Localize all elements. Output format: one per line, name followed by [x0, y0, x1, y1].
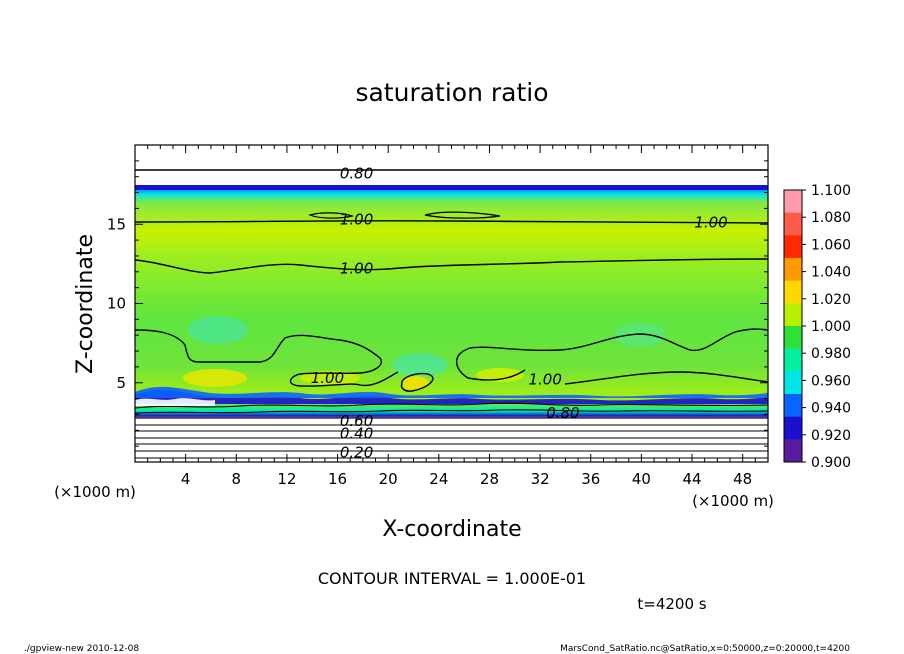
- contour-line: [308, 212, 355, 219]
- contour-label: 0.80: [340, 165, 373, 183]
- x-axis-label: X-coordinate: [382, 517, 521, 542]
- colorbar-label: 1.100: [811, 183, 851, 199]
- contour-label: 0.80: [546, 404, 579, 422]
- field-band-low: [135, 389, 768, 404]
- field-band-low: [135, 386, 768, 398]
- contour-line: [135, 258, 768, 274]
- contour-label: 0.20: [340, 443, 373, 461]
- time-label: t=4200 s: [637, 595, 706, 613]
- y-tick-label: 10: [107, 295, 126, 313]
- contour-line: [135, 329, 399, 387]
- contour-line: [135, 220, 768, 224]
- colorbar-swatch: [784, 371, 802, 395]
- x-tick-label: 44: [682, 470, 701, 488]
- y-tick-label: 15: [107, 215, 126, 233]
- x-tick-label: 24: [429, 470, 448, 488]
- colorbar-label: 0.940: [811, 401, 851, 417]
- colorbar-swatch: [784, 348, 802, 372]
- colorbar-label: 0.900: [811, 455, 851, 471]
- x-unit-label: (×1000 m): [692, 492, 774, 510]
- x-axis-ticks: 4 8 12 16 20 24 28 32 36 40 44 48: [147, 145, 756, 488]
- contour-label: 1.00: [528, 371, 561, 389]
- contour-line: [424, 211, 501, 219]
- x-tick-label: 12: [277, 470, 296, 488]
- colorbar-label: 0.980: [811, 346, 851, 362]
- y-axis-ticks: 5 10 15: [107, 160, 768, 447]
- contour-label: 1.00: [340, 210, 373, 228]
- y-tick-label: 5: [116, 374, 126, 392]
- colorbar-swatch: [784, 280, 802, 304]
- contour-label: 1.00: [340, 260, 373, 278]
- x-tick-label: 48: [733, 470, 752, 488]
- colorbar-swatch: [784, 326, 802, 350]
- colorbar-label: 0.960: [811, 373, 851, 389]
- x-tick-label: 28: [480, 470, 499, 488]
- contour-line: [564, 371, 768, 385]
- colorbar-label: 1.020: [811, 292, 851, 308]
- field-patch: [300, 371, 360, 385]
- footer-left: ./gpview-new 2010-12-08: [24, 644, 139, 654]
- contour-line: [400, 372, 434, 392]
- colorbar-swatch: [784, 258, 802, 282]
- colorbar-swatch: [784, 303, 802, 327]
- colorbar-swatch: [784, 235, 802, 259]
- contour-interval: CONTOUR INTERVAL = 1.000E-01: [318, 569, 586, 588]
- plot-area: [135, 145, 768, 462]
- x-tick-label: 4: [181, 470, 191, 488]
- footer-right: MarsCond_SatRatio.nc@SatRatio,x=0:50000,…: [560, 644, 850, 654]
- colorbar-label: 1.040: [811, 265, 851, 281]
- field-patch: [183, 369, 247, 387]
- x-tick-label: 8: [232, 470, 242, 488]
- field-patch: [392, 353, 448, 377]
- field-band-high: [135, 185, 768, 190]
- field-patch: [188, 316, 248, 344]
- colorbar-swatch: [784, 439, 802, 463]
- contour-label: 0.60: [340, 412, 373, 430]
- x-tick-label: 40: [632, 470, 651, 488]
- colorbar-swatch: [784, 394, 802, 418]
- contour-line: [455, 328, 768, 379]
- field-patch: [614, 323, 666, 347]
- x-tick-label: 32: [531, 470, 550, 488]
- saturation-field: [135, 145, 768, 462]
- contour-label: 1.00: [694, 214, 727, 232]
- contour-labels: 0.80 1.00 1.00 1.00 1.00 1.00 0.80 0.600.400.20: [311, 165, 728, 462]
- colorbar: 1.100 1.080 1.060 1.040 1.020 1.000 0.980 0.960…: [783, 183, 851, 471]
- contour-line: [135, 402, 768, 409]
- x-tick-label: 36: [581, 470, 600, 488]
- chart-title: saturation ratio: [355, 78, 548, 107]
- x-tick-label: 16: [328, 470, 347, 488]
- field-patch: [135, 398, 215, 406]
- colorbar-swatch: [784, 212, 802, 236]
- colorbar-swatch: [784, 190, 802, 214]
- field-patch: [476, 368, 524, 382]
- x-tick-label: 20: [379, 470, 398, 488]
- contour-label: 1.00: [311, 369, 344, 387]
- y-axis-label: Z-coordinate: [73, 234, 98, 374]
- contour-line: [135, 409, 768, 414]
- colorbar-label: 1.060: [811, 237, 851, 253]
- colorbar-label: 1.000: [811, 319, 851, 335]
- field-patch: [401, 376, 429, 390]
- contour-label: 0.40: [340, 424, 373, 442]
- colorbar-label: 0.920: [811, 428, 851, 444]
- contour-line: [467, 369, 526, 381]
- colorbar-label: 1.080: [811, 210, 851, 226]
- colorbar-swatch: [784, 416, 802, 440]
- y-unit-label: (×1000 m): [54, 483, 136, 501]
